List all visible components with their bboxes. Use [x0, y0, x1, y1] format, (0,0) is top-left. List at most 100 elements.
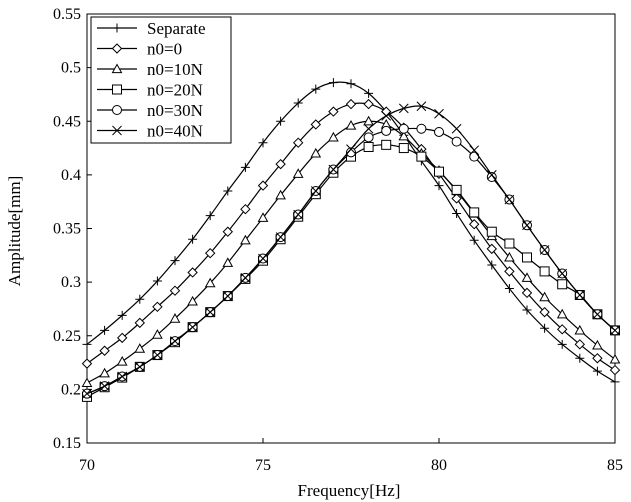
data-point-plus [293, 98, 303, 108]
data-point-plus [117, 310, 127, 320]
legend-label: n0=10N [147, 60, 203, 79]
data-point-x [592, 309, 603, 320]
data-point-plus [135, 294, 145, 304]
y-axis-label: Amplitude[mm] [5, 176, 24, 286]
x-axis-ticks: 70 75 80 85 [79, 438, 623, 474]
data-point-triangle [222, 257, 234, 267]
data-point-plus [575, 353, 585, 363]
series-layer [81, 78, 621, 402]
data-point-diamond [81, 358, 93, 369]
data-point-square [112, 84, 122, 95]
data-point-triangle [240, 234, 251, 245]
y-tick-label: 0.5 [61, 60, 81, 77]
data-point-plus [170, 256, 180, 266]
y-tick-label: 0.55 [53, 6, 81, 23]
data-point-diamond [521, 287, 533, 299]
data-point-x [187, 322, 198, 333]
data-point-triangle [81, 377, 93, 388]
data-point-x [275, 232, 286, 242]
data-point-triangle [275, 189, 286, 200]
data-point-diamond [574, 339, 586, 350]
legend-item: Separate [97, 19, 206, 38]
data-point-diamond [310, 119, 322, 130]
data-point-diamond [111, 43, 123, 54]
data-point-plus [82, 339, 92, 349]
data-point-plus [223, 186, 233, 196]
data-point-circle [434, 126, 444, 137]
data-point-square [469, 207, 480, 218]
data-point-plus [152, 276, 162, 286]
data-point-square [416, 151, 427, 162]
legend-item: n0=30N [97, 101, 203, 120]
y-tick-label: 0.25 [53, 328, 81, 345]
data-point-square [451, 184, 462, 195]
data-point-diamond [240, 203, 251, 215]
x-axis-label: Frequency[Hz] [298, 481, 401, 500]
data-point-square [486, 226, 497, 237]
y-tick-label: 0.3 [61, 274, 81, 291]
data-point-circle [363, 132, 374, 143]
data-point-diamond [222, 226, 234, 237]
series-line [86, 127, 616, 395]
data-point-plus [452, 208, 462, 218]
data-point-plus [487, 260, 497, 270]
data-point-plus [522, 305, 532, 315]
data-point-circle [381, 125, 392, 136]
legend-label: n0=20N [147, 81, 203, 100]
data-point-diamond [257, 180, 269, 191]
data-point-x [99, 381, 110, 392]
data-point-triangle [328, 131, 339, 142]
data-point-diamond [486, 243, 498, 255]
data-point-triangle [292, 168, 304, 178]
data-point-diamond [592, 353, 603, 364]
data-point-x [222, 291, 233, 301]
data-point-triangle [363, 115, 374, 126]
data-point-x [112, 125, 122, 136]
data-point-x [205, 307, 216, 318]
data-point-plus [112, 23, 122, 33]
data-point-plus [205, 211, 215, 221]
data-point-triangle [111, 63, 123, 74]
data-point-plus [240, 162, 250, 172]
data-point-x [381, 111, 392, 121]
series-x [82, 101, 620, 399]
data-point-diamond [556, 324, 568, 335]
legend-label: Separate [147, 19, 206, 38]
data-point-diamond [504, 266, 515, 277]
legend-label: n0=30N [147, 101, 203, 120]
data-point-x [434, 108, 444, 119]
data-point-square [522, 252, 532, 263]
data-point-x [469, 145, 480, 156]
data-point-plus [540, 323, 550, 333]
data-point-x [310, 186, 321, 196]
data-point-plus [311, 84, 321, 94]
data-point-plus [100, 325, 110, 335]
data-point-x [574, 290, 585, 300]
data-point-plus [469, 235, 479, 245]
data-point-circle [451, 136, 462, 147]
data-point-circle [486, 172, 497, 183]
data-point-triangle [169, 313, 181, 323]
data-point-diamond [152, 301, 163, 313]
data-point-triangle [345, 120, 357, 130]
data-point-plus [364, 88, 374, 98]
data-point-triangle [134, 343, 146, 353]
data-point-circle [112, 105, 122, 115]
legend-item: n0=10N [97, 60, 203, 79]
series-square [82, 139, 620, 402]
data-point-square [504, 238, 515, 249]
data-point-diamond [187, 267, 198, 278]
data-point-triangle [398, 130, 410, 141]
data-point-diamond [363, 98, 374, 110]
data-point-plus [504, 284, 514, 294]
legend-item: n0=20N [97, 81, 203, 100]
data-point-plus [328, 78, 338, 88]
data-point-triangle [187, 295, 198, 306]
data-point-square [363, 141, 374, 152]
data-point-triangle [609, 353, 621, 364]
data-point-x [82, 388, 92, 399]
data-point-diamond [275, 158, 286, 170]
data-point-x [363, 123, 374, 134]
data-point-circle [398, 123, 409, 134]
data-point-diamond [539, 306, 550, 318]
